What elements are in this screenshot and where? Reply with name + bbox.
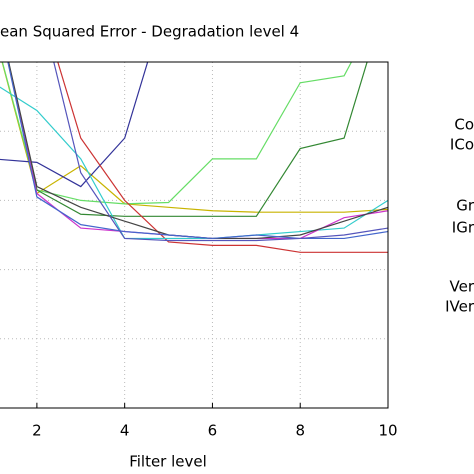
legend-label: Ver <box>450 278 474 296</box>
chart-title: ean Squared Error - Degradation level 4 <box>0 23 299 41</box>
legend-label: Co <box>454 116 474 134</box>
x-tick-label: 8 <box>295 422 305 440</box>
series-line <box>1 62 388 213</box>
x-tick-label: 10 <box>378 422 397 440</box>
legend-label: ICo <box>450 136 474 154</box>
x-tick-label: 4 <box>120 422 130 440</box>
series-line <box>57 62 388 253</box>
series-line <box>7 62 388 240</box>
x-tick-label: 2 <box>32 422 42 440</box>
x-tick-label: 6 <box>208 422 218 440</box>
plot-frame <box>0 61 389 409</box>
legend-label: IVer <box>445 298 474 316</box>
series-line <box>7 62 368 217</box>
series-line <box>53 62 388 242</box>
x-axis-label: Filter level <box>129 453 207 471</box>
series-line <box>1 62 353 205</box>
series-line <box>0 62 149 188</box>
series-line <box>0 86 388 240</box>
plot-area <box>0 62 388 408</box>
legend-label: Gr <box>456 197 474 215</box>
legend-label: IGr <box>452 219 474 237</box>
